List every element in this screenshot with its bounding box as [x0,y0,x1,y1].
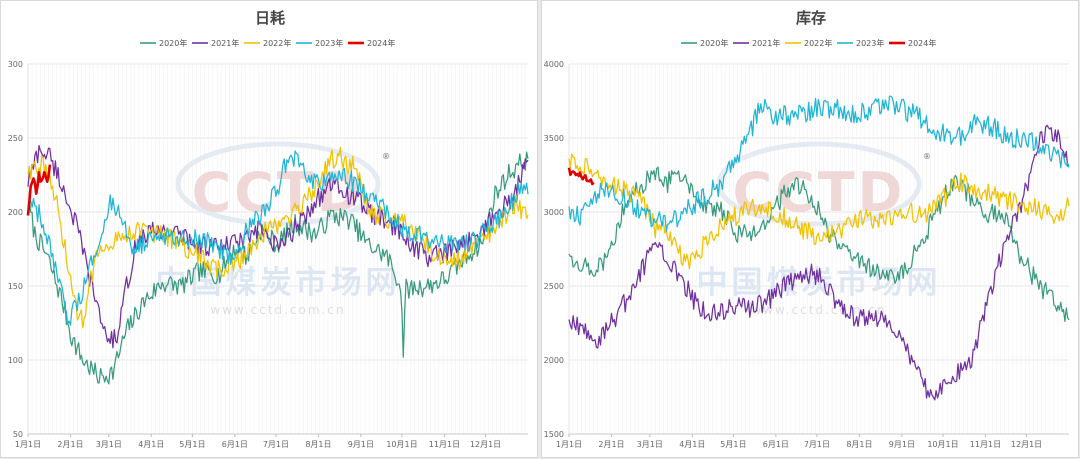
x-tick-label: 12月1日 [470,440,501,449]
watermark-registered-mark: ® [382,152,390,161]
series-line-2021年 [27,144,529,349]
chart-title: 日耗 [255,9,285,27]
y-tick-label: 250 [8,134,23,143]
legend-label-2023年: 2023年 [315,38,343,48]
y-tick-label: 2000 [544,356,564,365]
inventory-chart: 库存 2020年 2021年 2022年 2023年 2024年 1500 2000 2500 3… [544,9,1070,449]
y-tick-label: 2500 [544,282,564,291]
x-tick-label: 6月1日 [763,440,789,449]
x-tick-label: 7月1日 [263,440,289,449]
y-tick-label: 4000 [544,60,564,69]
x-tick-label: 7月1日 [804,440,830,449]
legend-label-2022年: 2022年 [263,38,291,48]
x-tick-label: 12月1日 [1011,440,1042,449]
x-tick-label: 3月1日 [637,440,663,449]
y-tick-label: 300 [8,60,23,69]
x-tick-label: 11月1日 [970,440,1001,449]
series-line-2023年 [568,95,1070,232]
x-tick-label: 8月1日 [846,440,872,449]
x-tick-label: 1月1日 [15,440,41,449]
watermark-url: www.cctd.com.cn [210,303,345,317]
legend-label-2020年: 2020年 [159,38,187,48]
x-tick-label: 11月1日 [429,440,460,449]
series-line-2022年 [568,153,1070,270]
legend-label-2020年: 2020年 [700,38,728,48]
series-line-2024年 [567,167,595,186]
x-tick-label: 8月1日 [305,440,331,449]
watermark-name: 中国煤炭市场网 [156,265,401,301]
x-tick-label: 9月1日 [348,440,374,449]
series-line-2021年 [568,124,1070,401]
y-tick-label: 150 [8,282,23,291]
y-tick-label: 3000 [544,208,564,217]
y-tick-label: 50 [13,430,23,439]
daily-consumption-panel: 日耗 2020年 2021年 2022年 2023年 2024年 50 100 150 200 25… [0,0,538,458]
legend-label-2023年: 2023年 [856,38,884,48]
legend-label-2021年: 2021年 [752,38,780,48]
y-tick-label: 100 [8,356,23,365]
series-line-2022年 [27,146,529,329]
x-tick-label: 10月1日 [386,440,417,449]
x-tick-label: 4月1日 [138,440,164,449]
x-tick-label: 5月1日 [179,440,205,449]
x-tick-label: 1月1日 [556,440,582,449]
x-tick-label: 2月1日 [57,440,83,449]
series-line-2020年 [568,166,1070,323]
y-tick-label: 200 [8,208,23,217]
watermark-registered-mark: ® [923,152,931,161]
watermark-url: www.cctd.com.cn [751,303,886,317]
legend: 2020年 2021年 2022年 2023年 2024年 [681,38,936,48]
x-tick-label: 4月1日 [679,440,705,449]
x-tick-label: 2月1日 [598,440,624,449]
y-tick-label: 3500 [544,134,564,143]
inventory-panel: 库存 2020年 2021年 2022年 2023年 2024年 1500 2000 2500 3… [541,0,1079,458]
x-tick-label: 10月1日 [927,440,958,449]
legend: 2020年 2021年 2022年 2023年 2024年 [140,38,395,48]
legend-label-2024年: 2024年 [908,38,936,48]
x-tick-label: 5月1日 [720,440,746,449]
x-tick-label: 3月1日 [96,440,122,449]
series-line-2024年 [26,164,52,216]
series-line-2023年 [27,150,529,326]
x-tick-label: 9月1日 [889,440,915,449]
daily-consumption-chart: 日耗 2020年 2021年 2022年 2023年 2024年 50 100 150 200 25… [8,9,529,449]
legend-label-2021年: 2021年 [211,38,239,48]
legend-label-2024年: 2024年 [367,38,395,48]
chart-title: 库存 [796,9,826,27]
x-tick-label: 6月1日 [222,440,248,449]
y-tick-label: 1500 [544,430,564,439]
legend-label-2022年: 2022年 [804,38,832,48]
